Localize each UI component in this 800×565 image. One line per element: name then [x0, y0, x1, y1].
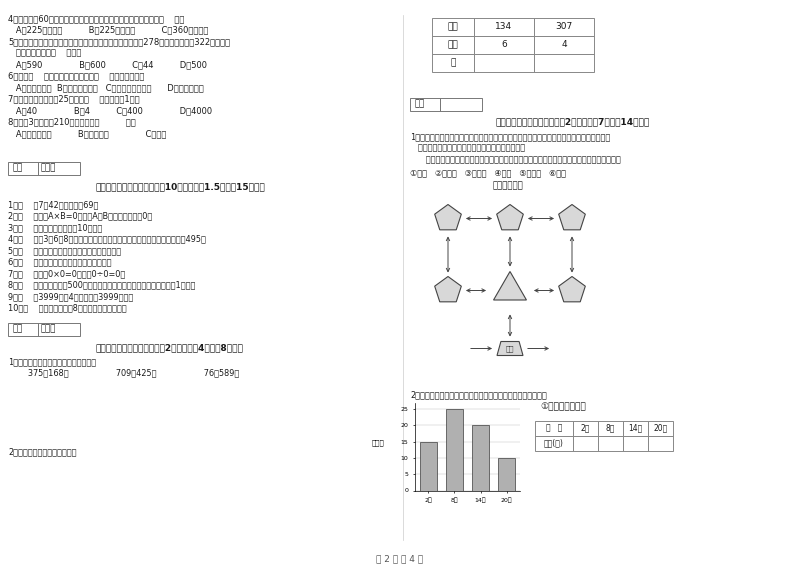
- Text: 8．（    ）小明家离学校500米，他每天上学、回家，一个来回一共要走1千米。: 8．（ ）小明家离学校500米，他每天上学、回家，一个来回一共要走1千米。: [8, 280, 195, 289]
- Text: ①根据统计图填表: ①根据统计图填表: [540, 402, 586, 411]
- Bar: [534, 36, 594, 54]
- Bar: [535, 436, 573, 450]
- Text: 三、仔细推敲，正确判断（共10小题，每题1.5分，共15分）。: 三、仔细推敲，正确判断（共10小题，每题1.5分，共15分）。: [95, 182, 265, 191]
- Polygon shape: [497, 205, 523, 230]
- Bar: [8, 323, 38, 336]
- Text: 307: 307: [555, 22, 573, 31]
- Text: 4: 4: [561, 40, 567, 49]
- Text: 四、看清题目，细心计算（共2小题，每题4分，共8分）。: 四、看清题目，细心计算（共2小题，每题4分，共8分）。: [95, 343, 243, 352]
- Text: ①狮山   ②熊猫馆   ③飞禽馆   ④猴园   ⑤大象馆   ⑥鱼馆: ①狮山 ②熊猫馆 ③飞禽馆 ④猴园 ⑤大象馆 ⑥鱼馆: [410, 168, 566, 177]
- Bar: [623, 420, 648, 436]
- Text: 3．（    ）小明家客厅面积是10公顷。: 3．（ ）小明家客厅面积是10公顷。: [8, 223, 102, 232]
- Text: 4．（    ）用3、6、8这三个数字组成的最大三位数与最小三位数，它们相差495。: 4．（ ）用3、6、8这三个数字组成的最大三位数与最小三位数，它们相差495。: [8, 234, 206, 244]
- Text: 乘数: 乘数: [448, 40, 458, 49]
- Polygon shape: [558, 205, 586, 230]
- Text: 乘数: 乘数: [448, 22, 458, 31]
- Text: 时   间: 时 间: [546, 424, 562, 432]
- Polygon shape: [434, 276, 462, 302]
- Text: 1．竖式计算，要求验算的请写出验算。: 1．竖式计算，要求验算的请写出验算。: [8, 357, 96, 366]
- Bar: [648, 420, 673, 436]
- Text: A．590              B．600          C．44          D．500: A．590 B．600 C．44 D．500: [8, 60, 207, 69]
- Bar: [623, 436, 648, 450]
- Text: 评卷人: 评卷人: [41, 324, 56, 333]
- Text: 气温(度): 气温(度): [544, 438, 564, 447]
- Text: 9．（    ）3999克与4千克相比，3999克重。: 9．（ ）3999克与4千克相比，3999克重。: [8, 292, 134, 301]
- Text: 广州新电视塔高（    ）米。: 广州新电视塔高（ ）米。: [8, 49, 82, 58]
- Text: 北门: 北门: [506, 345, 514, 352]
- Bar: [432, 54, 474, 72]
- Text: 评卷人: 评卷人: [41, 163, 56, 172]
- Text: 2．下面是气温自测仪上记录的某天四个不同时间的气温情况：: 2．下面是气温自测仪上记录的某天四个不同时间的气温情况：: [410, 390, 546, 399]
- Bar: [38, 162, 80, 175]
- Text: A．225平方分米          B．225平方厘米          C．360平方厘米: A．225平方分米 B．225平方厘米 C．360平方厘米: [8, 25, 208, 34]
- Text: 积: 积: [450, 58, 456, 67]
- Bar: [420, 442, 437, 490]
- Bar: [535, 420, 573, 436]
- Bar: [410, 98, 440, 111]
- Text: 5．（    ）长方形的周长就是它四条边长度的和。: 5．（ ）长方形的周长就是它四条边长度的和。: [8, 246, 121, 255]
- Bar: [432, 18, 474, 36]
- Text: 8时: 8时: [606, 424, 615, 432]
- Text: 20时: 20时: [654, 424, 668, 432]
- Text: 6: 6: [501, 40, 507, 49]
- Polygon shape: [558, 276, 586, 302]
- Polygon shape: [494, 272, 526, 300]
- Text: 7．平均每个同学体重25千克，（    ）名同学重1吨。: 7．平均每个同学体重25千克，（ ）名同学重1吨。: [8, 94, 140, 103]
- Text: 134: 134: [495, 22, 513, 31]
- Bar: [446, 409, 463, 490]
- Bar: [534, 54, 594, 72]
- Text: A．乘公共汽车          B．骑自行车              C．步行: A．乘公共汽车 B．骑自行车 C．步行: [8, 129, 166, 138]
- Text: 8．爸爸3小时行了210千米，他是（          ）。: 8．爸爸3小时行了210千米，他是（ ）。: [8, 118, 136, 127]
- Text: 6．明天（    ）会下雨，今天下午我（    ）游遍全世界。: 6．明天（ ）会下雨，今天下午我（ ）游遍全世界。: [8, 72, 144, 80]
- Text: 得分: 得分: [415, 99, 426, 108]
- Polygon shape: [497, 341, 523, 355]
- Bar: [474, 18, 534, 36]
- Bar: [474, 54, 534, 72]
- Text: 评卷人: 评卷人: [443, 466, 458, 475]
- Text: 4．把一根长60厘米的铁丝围成一个正方形，这个正方形的面积是（    ）。: 4．把一根长60厘米的铁丝围成一个正方形，这个正方形的面积是（ ）。: [8, 14, 184, 23]
- Text: 2时: 2时: [581, 424, 590, 432]
- Text: 1．（    ）7个42相加的和是69。: 1．（ ）7个42相加的和是69。: [8, 200, 98, 209]
- Text: 1．走进动物园大门，正北面是狮子山和熊猫馆，狮子山的东侧是飞禽馆，西侧是猴园，大象: 1．走进动物园大门，正北面是狮子山和熊猫馆，狮子山的东侧是飞禽馆，西侧是猴园，大…: [410, 132, 610, 141]
- Text: 得分: 得分: [13, 163, 23, 172]
- Text: 根据小强的描述，请你把这些动物场馆所在的位置，在动物园的导游图上用序号表示出来。: 根据小强的描述，请你把这些动物场馆所在的位置，在动物园的导游图上用序号表示出来。: [410, 155, 621, 164]
- Bar: [573, 420, 598, 436]
- Bar: [472, 425, 489, 490]
- Text: 375＋168＝                  709－425＝                  76＋589＝: 375＋168＝ 709－425＝ 76＋589＝: [20, 368, 239, 377]
- Text: 2．（    ）如果A×B=0，那么A和B中至少有一个是0。: 2．（ ）如果A×B=0，那么A和B中至少有一个是0。: [8, 211, 152, 220]
- Bar: [573, 436, 598, 450]
- Y-axis label: （度）: （度）: [371, 440, 384, 446]
- Text: 14时: 14时: [628, 424, 642, 432]
- Text: 得分: 得分: [13, 324, 23, 333]
- Bar: [474, 36, 534, 54]
- Text: 第 2 页 共 4 页: 第 2 页 共 4 页: [377, 554, 423, 563]
- Text: 2．把乘积填在下面的空格里。: 2．把乘积填在下面的空格里。: [8, 447, 77, 456]
- Text: 10．（    ）一个两位数乘8，积一定也是两位数。: 10．（ ）一个两位数乘8，积一定也是两位数。: [8, 303, 126, 312]
- Text: 5．广州新电视塔是广州市目前最高的建筑，它比中信大厦高278米，中信大厦高322米，那么: 5．广州新电视塔是广州市目前最高的建筑，它比中信大厦高278米，中信大厦高322…: [8, 37, 230, 46]
- Bar: [38, 323, 80, 336]
- Text: 五、认真思考，综合能力（共2小题，每题7分，共14分）。: 五、认真思考，综合能力（共2小题，每题7分，共14分）。: [495, 117, 650, 126]
- Bar: [440, 98, 482, 111]
- Bar: [8, 162, 38, 175]
- Bar: [432, 36, 474, 54]
- Bar: [598, 436, 623, 450]
- Polygon shape: [434, 205, 462, 230]
- Text: A．40              B．4          C．400              D．4000: A．40 B．4 C．400 D．4000: [8, 106, 212, 115]
- Bar: [498, 458, 515, 490]
- Text: A．一定，可能  B．可能，不可能   C．不可能，不可能      D．可能，可能: A．一定，可能 B．可能，不可能 C．不可能，不可能 D．可能，可能: [8, 83, 204, 92]
- Text: 馆和鱼馆的场地分别在动物园的东北角和西北角。: 馆和鱼馆的场地分别在动物园的东北角和西北角。: [410, 144, 525, 153]
- Bar: [534, 18, 594, 36]
- Bar: [598, 420, 623, 436]
- Bar: [648, 436, 673, 450]
- Text: 动物园导游图: 动物园导游图: [493, 181, 523, 190]
- Text: 6．（    ）小明面对着东方时，背对着西方。: 6．（ ）小明面对着东方时，背对着西方。: [8, 258, 111, 267]
- Text: 7．（    ）因为0×0=0，所以0÷0=0。: 7．（ ）因为0×0=0，所以0÷0=0。: [8, 269, 126, 278]
